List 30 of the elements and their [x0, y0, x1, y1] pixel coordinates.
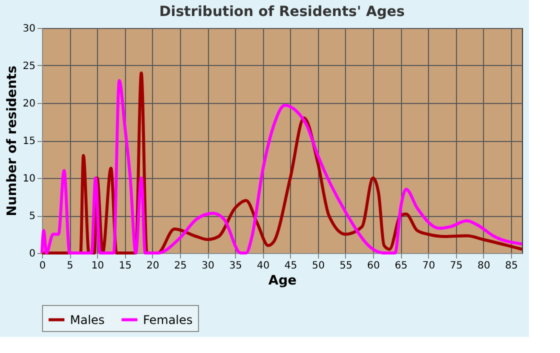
x-tick-label: 45	[284, 260, 298, 272]
x-tick-label: 70	[422, 260, 436, 272]
x-tick-label: 10	[91, 260, 104, 272]
y-tick-label: 0	[29, 248, 36, 260]
x-tick-label: 65	[394, 260, 408, 272]
legend-label: Males	[70, 312, 105, 327]
x-tick-label: 30	[202, 260, 214, 272]
x-tick-label: 85	[505, 260, 518, 272]
chart-title: Distribution of Residents' Ages	[159, 4, 405, 20]
x-tick-label: 0	[39, 260, 46, 272]
y-axis-title: Number of residents	[4, 65, 20, 216]
y-tick-label: 10	[22, 174, 36, 184]
y-tick-label: 15	[22, 136, 36, 147]
x-tick-label: 55	[340, 260, 352, 272]
x-tick-label: 35	[229, 260, 242, 272]
x-tick-label: 80	[478, 260, 490, 272]
x-tick-label: 60	[367, 260, 380, 272]
y-tick-label: 25	[22, 61, 36, 72]
x-tick-label: 20	[146, 260, 160, 272]
x-axis-title: Age	[268, 274, 297, 288]
y-tick-label: 30	[22, 24, 36, 34]
x-tick-label: 50	[312, 260, 325, 272]
y-tick-label: 5	[29, 211, 36, 222]
x-tick-label: 40	[256, 260, 270, 272]
x-tick-label: 75	[450, 260, 463, 272]
x-tick-label: 25	[174, 260, 187, 272]
x-tick-label: 5	[66, 260, 74, 272]
x-tick-label: 15	[118, 260, 132, 272]
y-tick-label: 20	[22, 98, 36, 110]
legend-label: Females	[143, 312, 193, 327]
